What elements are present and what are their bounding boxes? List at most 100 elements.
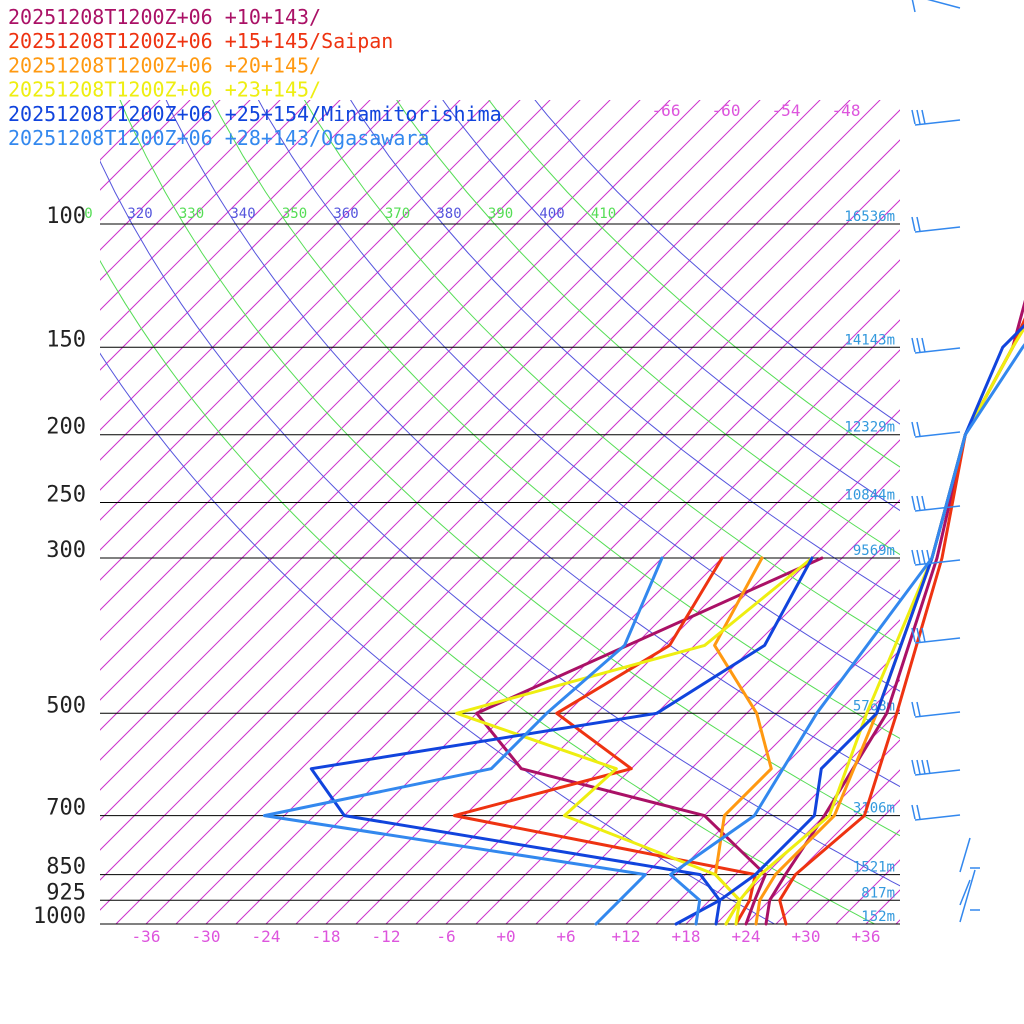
theta-curve: [396, 100, 900, 556]
height-label: 3106m: [853, 801, 895, 817]
isotherm-line: [100, 100, 761, 761]
wind-barb-flag: [911, 804, 916, 820]
isotherm-line: [100, 100, 191, 191]
isotherm-line: [100, 100, 701, 701]
wind-barb-flag: [911, 0, 916, 13]
wind-barb: [959, 869, 976, 923]
theta-curve: [211, 100, 900, 740]
isotherm-line: [100, 100, 371, 371]
wind-barb-flag: [916, 421, 921, 437]
theta-label: 370: [385, 206, 410, 222]
isotherm-line: [175, 199, 900, 924]
dewpoint-profile: [262, 556, 664, 926]
dewpoint-profile: [309, 556, 814, 926]
temperature-tick-label: -18: [312, 927, 341, 946]
isotherm-line: [100, 100, 461, 461]
wind-barb-flag: [921, 337, 926, 353]
wind-barb-flag: [916, 627, 921, 643]
isotherm-line: [100, 100, 851, 851]
wind-barb-staff: [914, 431, 961, 438]
theta-curve: [165, 100, 900, 788]
temperature-tick-label: -24: [252, 927, 281, 946]
wind-barb-flag: [926, 759, 931, 775]
legend-series-name: 20251208T1200Z+06 +28+143/Ogasawara: [8, 126, 429, 150]
height-label: 14143m: [844, 332, 895, 348]
temperature-tick-label: +18: [672, 927, 701, 946]
wind-barb-staff: [927, 0, 961, 9]
legend-series-name: 20251208T1200Z+06 +10+143/: [8, 5, 321, 29]
wind-barb-staff: [914, 559, 961, 566]
dewpoint-profile: [455, 556, 814, 926]
temperature-tick-label: +12: [612, 927, 641, 946]
theta-curve: [303, 100, 900, 646]
temperature-profile: [674, 323, 1024, 926]
temperature-tick-label: -30: [192, 927, 221, 946]
wind-barb-flag: [916, 701, 921, 717]
temperature-tick-label: +6: [556, 927, 575, 946]
theta-curve: [488, 100, 900, 468]
isotherm-line: [100, 100, 491, 491]
wind-barb: [911, 216, 961, 233]
wind-barb-flag: [911, 495, 916, 511]
temperature-tick-label: -36: [132, 927, 161, 946]
isotherm-line: [355, 379, 900, 924]
wind-barb-flag: [916, 759, 921, 775]
isotherm-line: [100, 100, 551, 551]
theta-label: 330: [179, 206, 204, 222]
isotherm-line: [100, 100, 221, 221]
wind-barb-flag: [911, 549, 916, 565]
pressure-tick-label: 925: [46, 880, 86, 905]
isotherm-line: [595, 619, 900, 924]
isotherm-line: [100, 100, 791, 791]
wind-barb: [911, 109, 961, 126]
wind-barb-flag: [911, 759, 916, 775]
theta-label: 360: [333, 206, 358, 222]
isotherm-top-label: -54: [772, 101, 801, 120]
temperature-tick-label: +0: [496, 927, 515, 946]
wind-barb-staff: [914, 226, 961, 233]
pressure-tick-label: 1000: [33, 904, 86, 929]
temperature-tick-label: -12: [372, 927, 401, 946]
isotherm-line: [415, 439, 900, 924]
wind-barb-staff: [914, 505, 961, 512]
wind-barb-column: [911, 0, 980, 923]
height-label: 5768m: [853, 698, 895, 714]
wind-barb-flag: [921, 549, 926, 565]
isotherm-line: [100, 100, 671, 671]
wind-barb-flag: [916, 549, 921, 565]
pressure-tick-label: 500: [46, 693, 86, 718]
wind-barb: [911, 804, 961, 821]
isotherm-top-label: -48: [832, 101, 861, 120]
wind-barb-flag: [911, 337, 916, 353]
isotherm-line: [100, 100, 311, 311]
pressure-tick-label: 250: [46, 483, 86, 508]
isotherm-line: [100, 100, 641, 641]
wind-barb: [911, 0, 961, 13]
wind-barb-staff: [914, 711, 961, 718]
wind-barb-flag: [926, 549, 931, 565]
isotherm-top-label: -60: [712, 101, 741, 120]
wind-barb-flag: [921, 759, 926, 775]
wind-barb-flag: [921, 109, 926, 125]
wind-barb: [959, 837, 980, 873]
isotherm-line: [100, 100, 611, 611]
wind-barb-flag: [916, 109, 921, 125]
isotherm-line: [565, 589, 900, 924]
temperature-tick-label: +36: [852, 927, 881, 946]
isotherm-line: [505, 529, 900, 924]
isotherm-line: [685, 709, 900, 924]
height-label: 9569m: [853, 543, 895, 559]
isotherm-line: [100, 100, 431, 431]
wind-barb: [911, 421, 961, 438]
temperature-profile: [668, 343, 1024, 926]
wind-barb-flag: [921, 627, 926, 643]
wind-barb: [911, 759, 961, 776]
wind-barb-staff: [914, 637, 961, 644]
isotherm-line: [655, 679, 900, 924]
pressure-tick-label: 100: [46, 204, 86, 229]
isotherm-line: [265, 289, 900, 924]
theta-curve: [257, 100, 900, 692]
wind-barb-flag: [916, 495, 921, 511]
dewpoint-profile: [475, 556, 824, 926]
